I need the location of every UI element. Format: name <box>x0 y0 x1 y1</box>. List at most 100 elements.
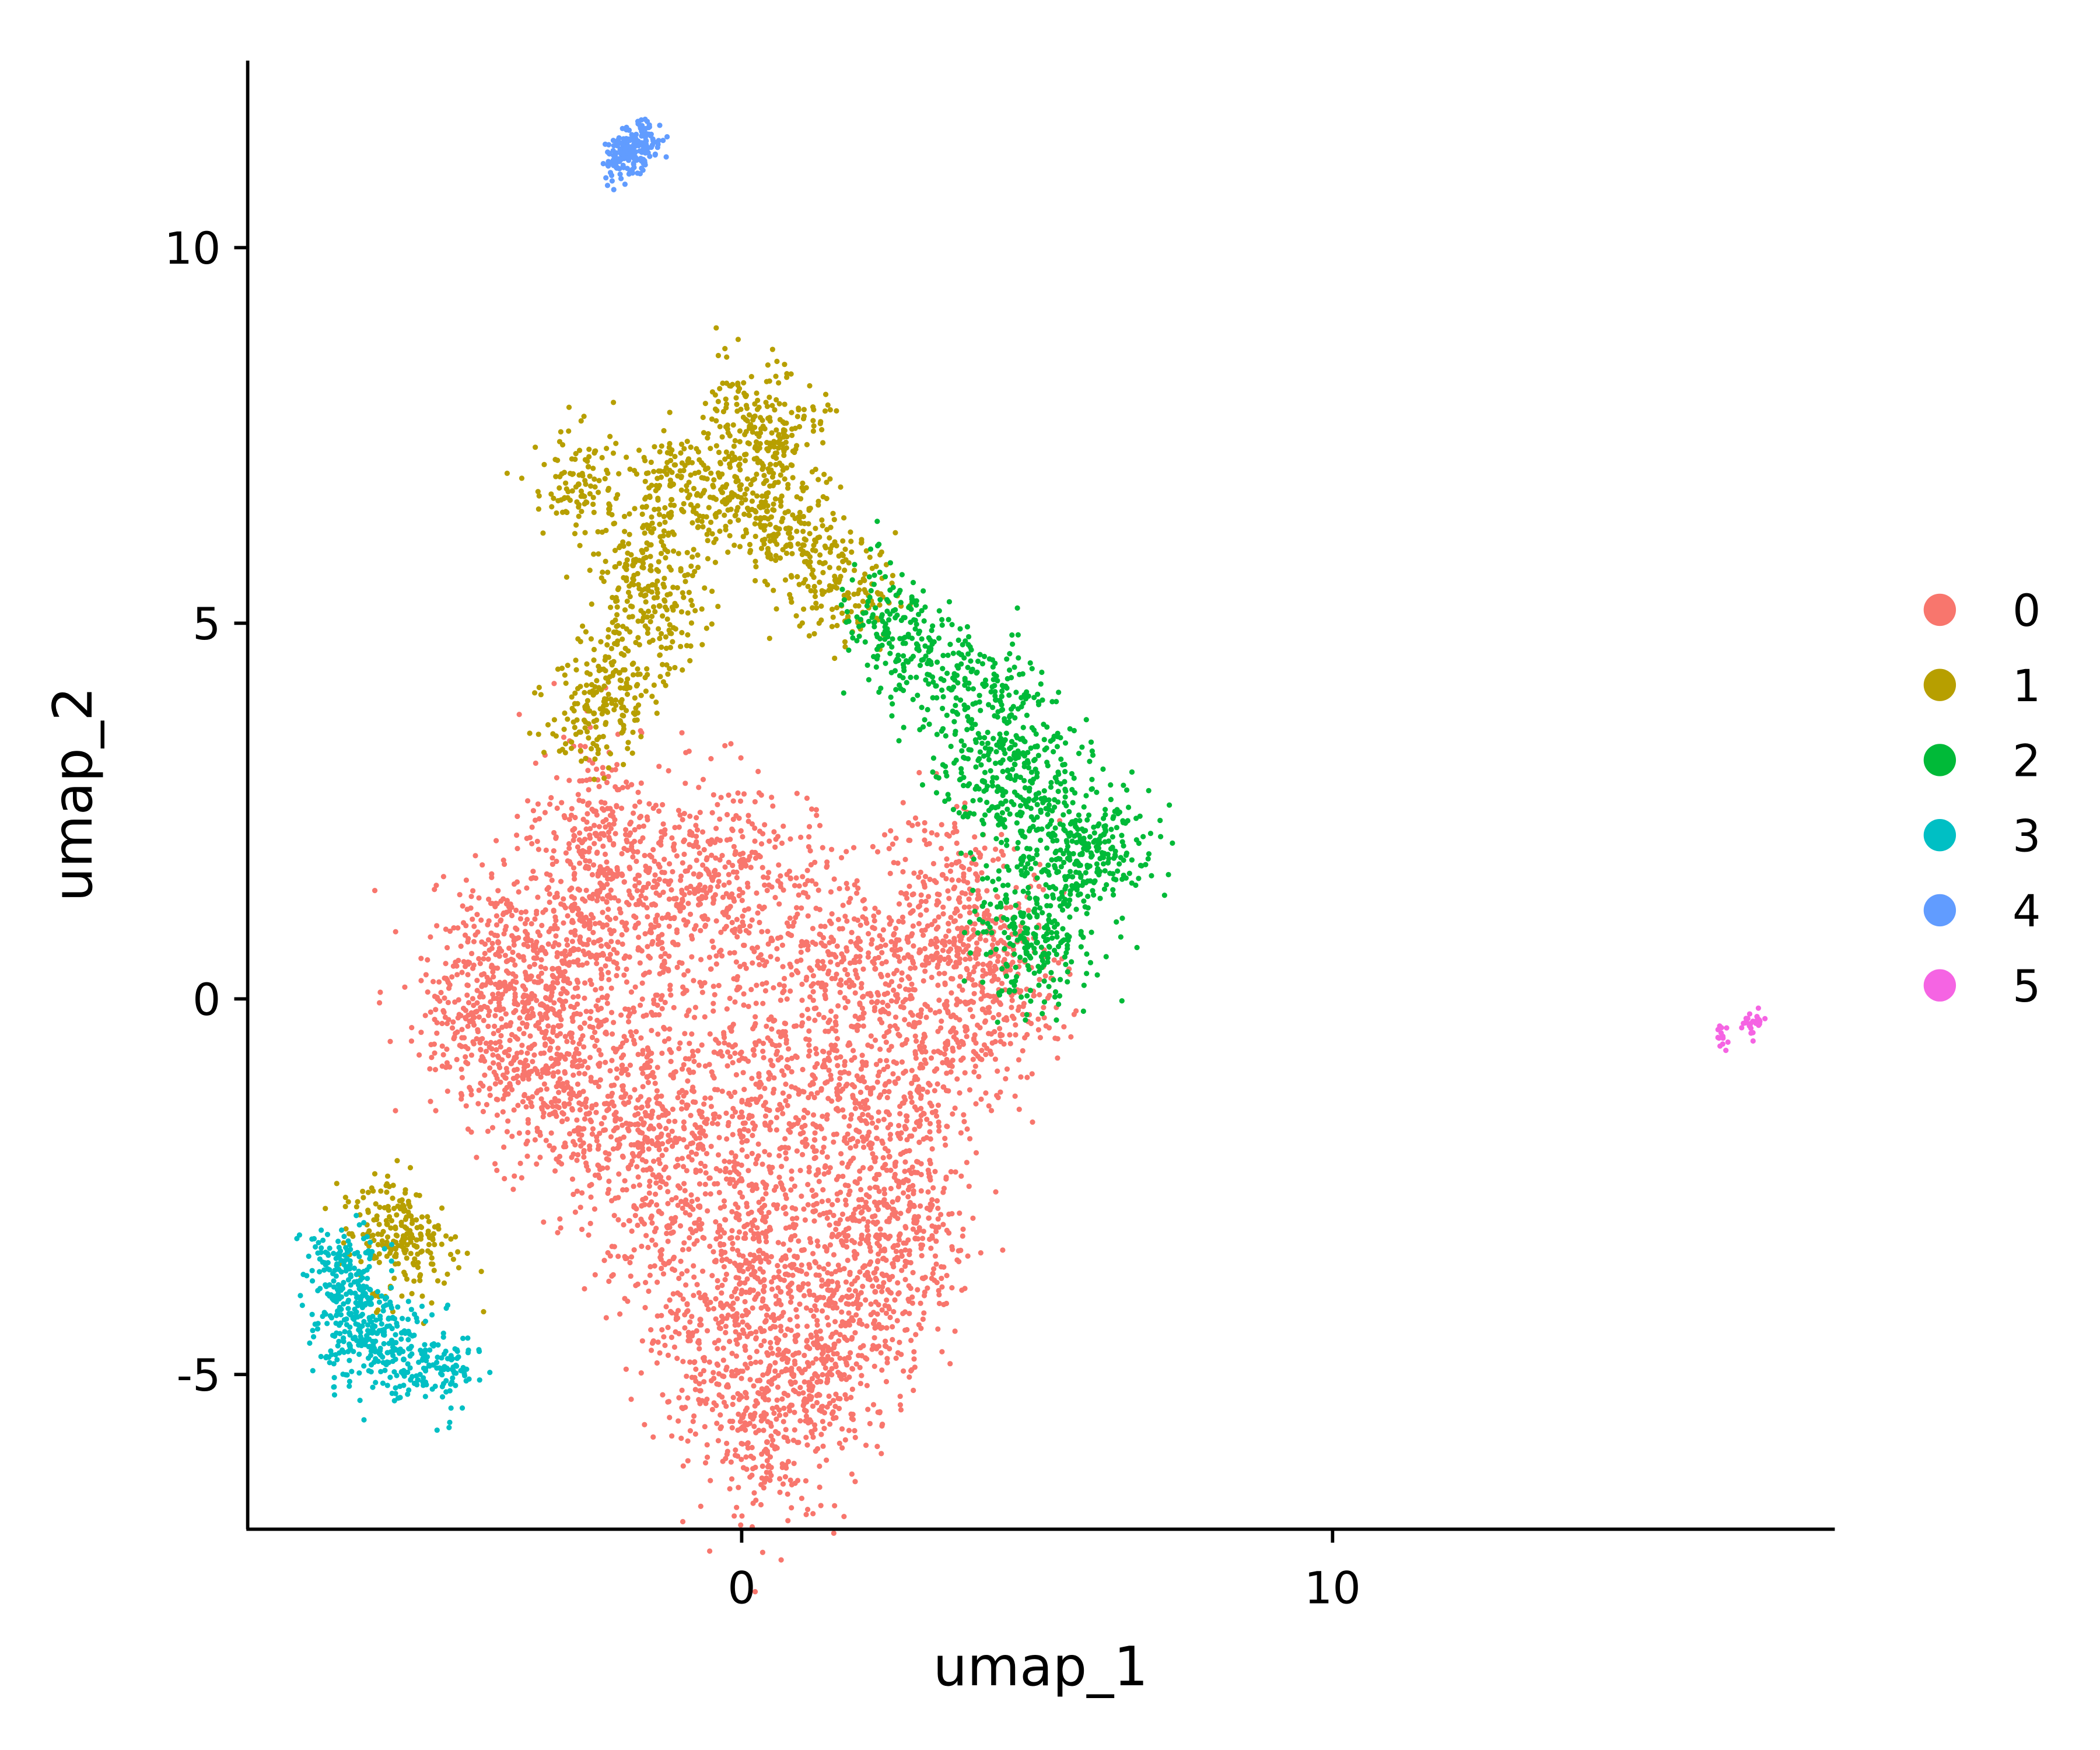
data-point <box>886 1079 892 1084</box>
data-point <box>615 1254 621 1259</box>
data-point <box>747 853 752 860</box>
data-point <box>712 1340 718 1346</box>
data-point <box>942 971 947 977</box>
data-point <box>681 810 687 817</box>
data-point <box>884 1058 890 1063</box>
data-point <box>909 1164 915 1170</box>
data-point <box>813 1448 818 1454</box>
data-point <box>876 1302 881 1308</box>
data-point <box>577 1058 583 1063</box>
data-point <box>762 1086 768 1091</box>
data-point <box>858 922 863 928</box>
data-point <box>646 801 652 807</box>
data-point <box>764 980 769 986</box>
data-point <box>838 855 845 860</box>
data-point <box>1043 1023 1049 1029</box>
data-point <box>648 1264 653 1270</box>
data-point <box>806 834 812 840</box>
data-point <box>658 1252 664 1258</box>
data-point <box>774 1115 780 1121</box>
data-point <box>730 1021 736 1027</box>
data-point <box>508 901 513 907</box>
data-point <box>835 1063 841 1069</box>
data-point <box>710 984 716 989</box>
data-point <box>738 1376 744 1381</box>
data-point <box>810 1112 817 1118</box>
data-point <box>841 1138 848 1144</box>
data-point <box>681 1137 687 1143</box>
data-point <box>792 883 798 888</box>
data-point <box>760 1041 766 1046</box>
data-point <box>596 1163 602 1169</box>
data-point <box>529 824 535 830</box>
data-point <box>718 947 724 953</box>
data-point <box>761 874 766 880</box>
data-point <box>970 999 977 1005</box>
data-point <box>888 1185 894 1192</box>
series-0 <box>372 681 1079 1595</box>
data-point <box>939 1349 945 1354</box>
data-point <box>710 1000 716 1006</box>
data-point <box>784 920 790 926</box>
data-point <box>882 1082 888 1088</box>
data-point <box>578 939 583 946</box>
data-point <box>850 1024 856 1030</box>
data-point <box>636 873 642 878</box>
data-point <box>703 866 709 872</box>
data-point <box>800 1066 806 1073</box>
data-point <box>447 928 453 934</box>
data-point <box>708 1104 715 1110</box>
data-point <box>639 1203 645 1209</box>
data-point <box>746 1003 751 1009</box>
data-point <box>824 1457 830 1463</box>
data-point <box>892 925 899 932</box>
data-point <box>888 998 894 1004</box>
data-point <box>530 869 536 874</box>
data-point <box>709 938 715 944</box>
data-point <box>658 954 664 960</box>
data-point <box>657 940 663 946</box>
data-point <box>762 963 768 968</box>
data-point <box>853 1217 859 1223</box>
data-point <box>686 1246 692 1252</box>
data-point <box>650 1108 656 1114</box>
data-point <box>503 901 510 907</box>
data-point <box>932 1088 937 1094</box>
data-point <box>708 884 713 890</box>
data-point <box>582 1286 587 1292</box>
data-point <box>514 813 520 820</box>
data-point <box>864 1270 870 1276</box>
data-point <box>827 1222 832 1228</box>
data-point <box>628 1273 634 1279</box>
data-point <box>921 1110 926 1116</box>
data-point <box>751 1383 757 1389</box>
data-point <box>944 1070 950 1076</box>
data-point <box>814 1399 820 1406</box>
data-point <box>627 1062 634 1068</box>
data-point <box>843 1202 849 1208</box>
data-point <box>876 909 881 915</box>
data-point <box>783 1082 789 1087</box>
data-point <box>766 1076 772 1082</box>
data-point <box>483 1048 489 1054</box>
data-point <box>612 915 619 921</box>
data-point <box>637 839 643 845</box>
data-point <box>738 1162 744 1168</box>
data-point <box>688 883 694 890</box>
data-point <box>722 926 727 932</box>
data-point <box>779 1182 785 1188</box>
data-point <box>842 1197 849 1203</box>
data-point <box>878 1350 884 1356</box>
data-point <box>749 1472 755 1478</box>
data-point <box>586 1232 592 1238</box>
data-point <box>691 1263 696 1269</box>
data-point <box>765 875 771 881</box>
data-point <box>538 1105 545 1111</box>
data-point <box>857 1168 863 1174</box>
data-point <box>614 787 621 793</box>
data-point <box>639 888 645 894</box>
data-point <box>660 802 666 808</box>
data-point <box>840 902 846 908</box>
data-point <box>517 954 523 960</box>
data-point <box>750 1026 756 1032</box>
